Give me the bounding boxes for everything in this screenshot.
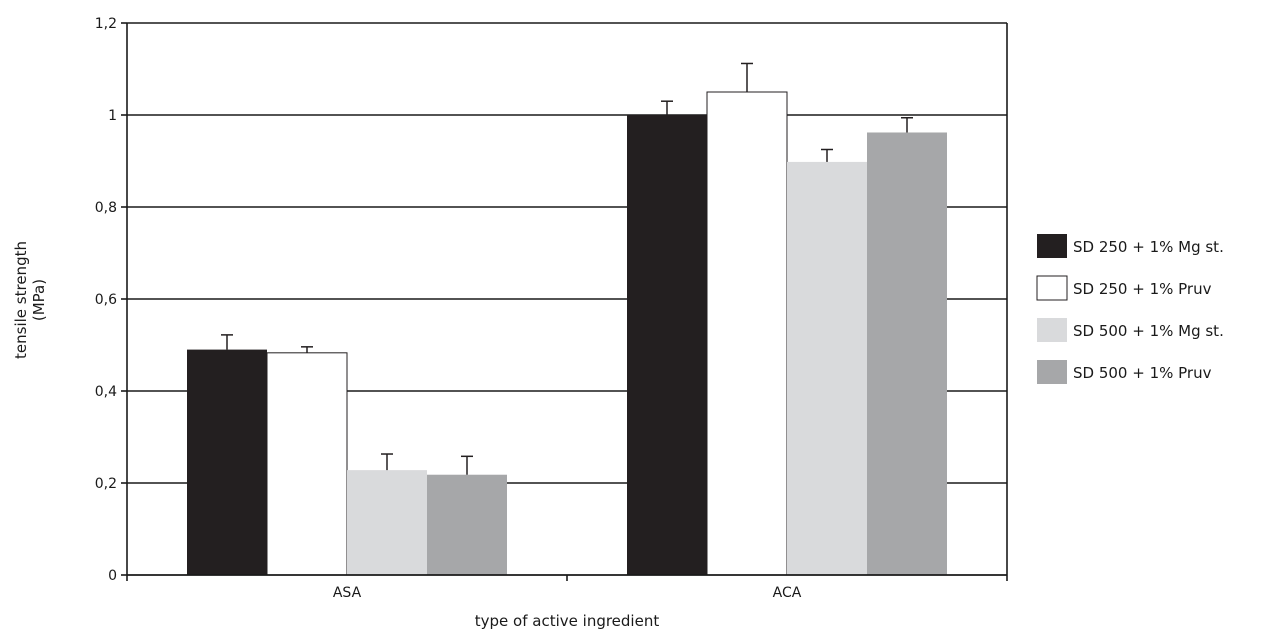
error-bars — [221, 62, 913, 475]
x-tick-label: ACA — [773, 585, 802, 601]
y-tick-label: 0,4 — [95, 384, 117, 400]
y-tick-label: 1 — [108, 108, 117, 124]
legend-swatch — [1037, 234, 1067, 258]
y-tick-label: 0,6 — [95, 292, 117, 308]
bar — [627, 115, 707, 575]
x-axis-title: type of active ingredient — [475, 612, 660, 630]
x-axis-ticks: ASA ACA — [126, 575, 1008, 601]
legend-swatch — [1036, 275, 1068, 301]
bar — [347, 470, 427, 575]
bars — [187, 91, 947, 576]
legend-label: SD 250 + 1% Mg st. — [1073, 238, 1224, 256]
y-tick-label: 0,8 — [95, 200, 117, 216]
legend-label: SD 250 + 1% Pruv — [1073, 280, 1212, 298]
legend-label: SD 500 + 1% Mg st. — [1073, 322, 1224, 340]
bar — [787, 161, 867, 576]
legend: SD 250 + 1% Mg st. SD 250 + 1% Pruv SD 500… — [1036, 234, 1224, 384]
bar — [867, 132, 947, 576]
bar — [427, 474, 507, 575]
y-axis-title-line-2: (MPa) — [30, 279, 48, 321]
bar — [266, 352, 348, 576]
y-axis-ticks: 0 0,2 0,4 0,6 0,8 1 1,2 — [95, 16, 127, 584]
x-tick-label: ASA — [333, 585, 362, 601]
bar — [187, 349, 267, 575]
legend-label: SD 500 + 1% Pruv — [1073, 364, 1212, 382]
y-axis-title-line-1: tensile strength — [12, 241, 30, 359]
legend-swatch — [1037, 318, 1067, 342]
plot-area: 0 0,2 0,4 0,6 0,8 1 1,2 ASA ACA — [95, 16, 1008, 601]
legend-swatch — [1037, 360, 1067, 384]
y-tick-label: 1,2 — [95, 16, 117, 32]
bar — [706, 91, 788, 576]
y-tick-label: 0,2 — [95, 476, 117, 492]
y-tick-label: 0 — [108, 568, 117, 584]
